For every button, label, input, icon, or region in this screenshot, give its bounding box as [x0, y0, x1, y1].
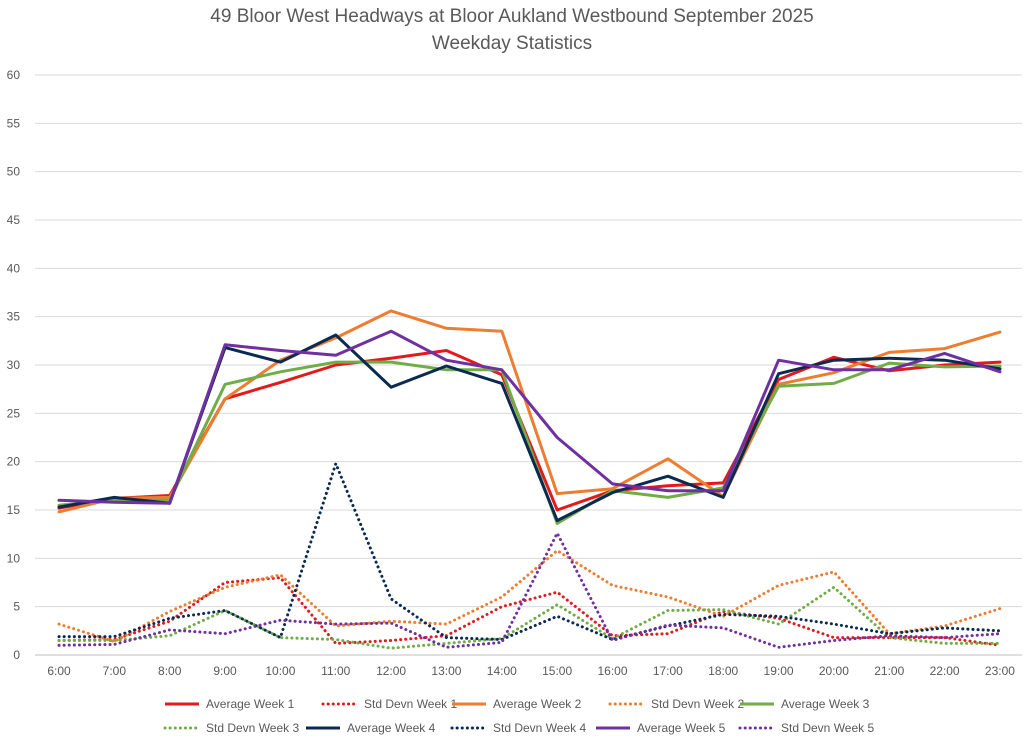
series-line-8	[57, 462, 1002, 641]
x-tick-label: 12:00	[376, 664, 406, 678]
x-tick-label: 19:00	[764, 664, 794, 678]
y-tick-label: 55	[7, 116, 21, 130]
y-tick-label: 60	[7, 68, 21, 82]
y-tick-label: 5	[13, 600, 20, 614]
legend-label: Std Devn Week 1	[364, 697, 457, 711]
legend-item: Average Week 1	[165, 697, 295, 711]
series-line-6	[57, 585, 1002, 650]
x-tick-label: 8:00	[158, 664, 182, 678]
legend-label: Std Devn Week 2	[651, 697, 744, 711]
legend-item: Average Week 3	[740, 697, 870, 711]
x-tick-label: 17:00	[653, 664, 683, 678]
legend: Average Week 1 Std Devn Week 1 Average Wee…	[163, 697, 874, 735]
legend-label: Std Devn Week 4	[493, 721, 586, 735]
x-tick-label: 15:00	[542, 664, 572, 678]
legend-item: Std Devn Week 1	[321, 697, 457, 711]
y-axis-ticks: 0 5 10 15 20 25 30 35 40 45 50 55 60	[7, 68, 21, 662]
legend-label: Average Week 3	[781, 697, 870, 711]
chart-title: 49 Bloor West Headways at Bloor Aukland …	[210, 6, 814, 27]
legend-label: Average Week 1	[206, 697, 295, 711]
y-tick-label: 15	[7, 503, 21, 517]
legend-label: Average Week 5	[637, 721, 726, 735]
x-tick-label: 11:00	[321, 664, 350, 678]
series-line-10	[57, 531, 1002, 649]
legend-item: Std Devn Week 3	[163, 721, 299, 735]
x-tick-label: 9:00	[213, 664, 237, 678]
legend-label: Std Devn Week 3	[206, 721, 299, 735]
x-tick-label: 10:00	[265, 664, 295, 678]
legend-label: Average Week 4	[347, 721, 436, 735]
y-tick-label: 30	[7, 358, 21, 372]
x-tick-label: 7:00	[103, 664, 127, 678]
legend-item: Average Week 4	[306, 721, 436, 735]
legend-item: Average Week 2	[452, 697, 582, 711]
y-tick-label: 20	[7, 455, 21, 469]
y-tick-label: 45	[7, 213, 21, 227]
x-tick-label: 18:00	[708, 664, 738, 678]
legend-item: Average Week 5	[596, 721, 726, 735]
y-tick-label: 35	[7, 310, 21, 324]
legend-item: Std Devn Week 2	[608, 697, 744, 711]
legend-item: Std Devn Week 4	[450, 721, 586, 735]
x-tick-label: 6:00	[47, 664, 71, 678]
series-lines	[57, 309, 1002, 650]
y-tick-label: 10	[7, 551, 21, 565]
x-tick-label: 23:00	[985, 664, 1015, 678]
y-tick-label: 0	[13, 648, 20, 662]
chart-subtitle: Weekday Statistics	[431, 33, 593, 54]
legend-label: Average Week 2	[493, 697, 582, 711]
y-tick-label: 40	[7, 261, 21, 275]
x-tick-label: 22:00	[930, 664, 960, 678]
x-tick-label: 14:00	[487, 664, 517, 678]
legend-item: Std Devn Week 5	[738, 721, 874, 735]
series-line-3	[57, 309, 1002, 514]
y-tick-label: 50	[7, 165, 21, 179]
y-tick-label: 25	[7, 406, 21, 420]
series-line-4	[57, 549, 1002, 643]
x-tick-label: 21:00	[874, 664, 904, 678]
series-line-5	[57, 360, 1002, 525]
x-tick-label: 20:00	[819, 664, 849, 678]
series-line-9	[57, 329, 1002, 505]
gridlines	[35, 74, 1022, 656]
x-axis-ticks: 6:00 7:00 8:00 9:00 10:00 11:00 12:00 13:00 14:0…	[47, 664, 1015, 678]
x-tick-label: 16:00	[597, 664, 627, 678]
series-line-2	[57, 576, 1002, 647]
legend-label: Std Devn Week 5	[781, 721, 874, 735]
x-tick-label: 13:00	[431, 664, 461, 678]
